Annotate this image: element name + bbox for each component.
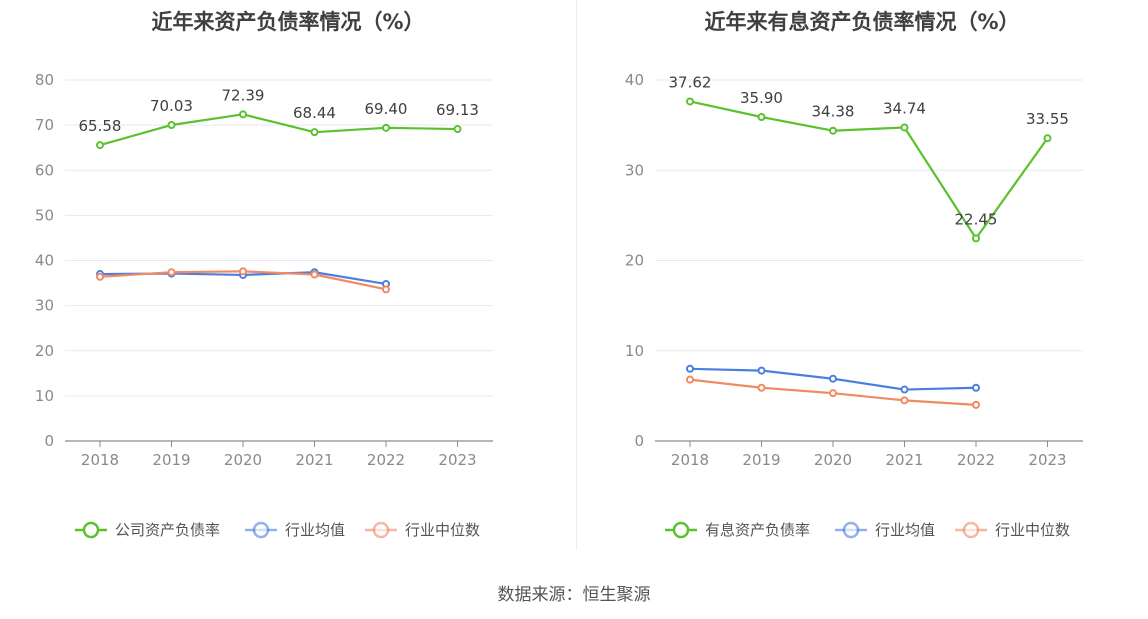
left-x-tick-label: 2021 xyxy=(295,451,333,469)
right-data-label: 33.55 xyxy=(1026,110,1069,128)
right-legend-label: 行业均值 xyxy=(875,521,935,539)
left-series-line-0 xyxy=(99,113,458,147)
left-y-tick-label: 40 xyxy=(35,252,54,270)
right-series-point-1 xyxy=(757,366,766,375)
right-series-point-2 xyxy=(900,396,909,405)
right-x-tick-label: 2019 xyxy=(742,451,780,469)
right-series-point-2 xyxy=(686,375,694,384)
left-legend-label: 行业均值 xyxy=(285,521,345,539)
left-legend-marker-icon xyxy=(372,521,390,539)
left-y-tick-label: 0 xyxy=(44,432,54,450)
right-legend-item-1: 行业均值 xyxy=(835,521,935,539)
left-legend-marker-icon xyxy=(82,521,100,539)
right-x-tick-label: 2021 xyxy=(885,451,923,469)
right-series-point-0 xyxy=(686,97,694,106)
left-y-tick-label: 70 xyxy=(35,116,54,134)
chart-divider xyxy=(576,0,577,550)
right-chart-title: 近年来有息资产负债率情况（%） xyxy=(704,10,1020,34)
right-legend-marker-icon xyxy=(672,521,690,539)
left-legend-item-0: 公司资产负债率 xyxy=(75,521,220,539)
right-legend-label: 有息资产负债率 xyxy=(705,521,810,539)
left-data-label: 70.03 xyxy=(150,97,193,115)
right-chart: 0 10 20 30 40 2018 2019 2020 2021 2022 2023 37.62 35… xyxy=(625,71,1083,539)
left-series-point-0 xyxy=(96,141,104,150)
left-series-point-2 xyxy=(167,268,176,277)
left-chart-title: 近年来资产负债率情况（%） xyxy=(151,10,425,34)
right-series-point-1 xyxy=(686,364,694,373)
left-y-tick-label: 20 xyxy=(35,342,54,360)
right-y-tick-label: 20 xyxy=(625,252,644,270)
right-data-label: 22.45 xyxy=(955,210,998,228)
left-series-point-2 xyxy=(310,270,319,279)
right-series-point-0 xyxy=(900,123,909,132)
right-series-point-1 xyxy=(972,383,980,392)
left-x-tick-label: 2020 xyxy=(224,451,262,469)
right-series-point-0 xyxy=(829,126,837,135)
right-series-point-2 xyxy=(972,400,980,409)
left-series-point-2 xyxy=(382,285,390,294)
left-series-point-0 xyxy=(167,120,176,129)
right-series-point-1 xyxy=(900,385,909,394)
left-legend-item-1: 行业均值 xyxy=(245,521,345,539)
left-y-tick-label: 10 xyxy=(35,387,54,405)
left-y-tick-label: 50 xyxy=(35,206,54,224)
right-series-point-0 xyxy=(1043,134,1052,143)
right-legend-item-2: 行业中位数 xyxy=(955,521,1070,539)
data-source-note: 数据来源：恒生聚源 xyxy=(497,585,651,605)
right-series-point-1 xyxy=(829,374,837,383)
left-legend-label: 行业中位数 xyxy=(405,521,480,539)
right-data-label: 35.90 xyxy=(740,89,783,107)
left-chart: 0 10 20 30 40 50 60 70 80 2018 2019 2020 2021 2022 202… xyxy=(35,71,493,539)
left-x-tick-label: 2018 xyxy=(81,451,119,469)
right-x-tick-label: 2018 xyxy=(671,451,709,469)
left-series-point-2 xyxy=(239,267,247,276)
left-data-label: 69.40 xyxy=(365,100,408,118)
left-series-point-0 xyxy=(310,128,319,137)
right-x-tick-label: 2023 xyxy=(1028,451,1066,469)
right-y-tick-label: 40 xyxy=(625,71,644,89)
left-x-tick-label: 2023 xyxy=(438,451,476,469)
left-y-tick-label: 60 xyxy=(35,161,54,179)
right-data-label: 34.38 xyxy=(812,103,855,121)
right-data-label: 37.62 xyxy=(669,73,712,91)
right-x-tick-label: 2020 xyxy=(814,451,852,469)
left-y-tick-label: 30 xyxy=(35,297,54,315)
right-legend-item-0: 有息资产负债率 xyxy=(665,521,810,539)
right-y-tick-label: 30 xyxy=(625,161,644,179)
left-data-label: 65.58 xyxy=(79,117,122,135)
left-legend-item-2: 行业中位数 xyxy=(365,521,480,539)
left-data-label: 68.44 xyxy=(293,104,336,122)
left-data-label: 69.13 xyxy=(436,101,479,119)
left-legend-marker-icon xyxy=(252,521,270,539)
left-series-point-0 xyxy=(453,125,462,134)
left-series-point-0 xyxy=(382,123,390,132)
left-series-point-2 xyxy=(96,272,104,281)
right-y-tick-label: 0 xyxy=(634,432,644,450)
right-series-point-0 xyxy=(972,234,980,243)
left-x-tick-label: 2019 xyxy=(152,451,190,469)
right-legend-marker-icon xyxy=(962,521,980,539)
right-series-point-0 xyxy=(757,113,766,122)
left-series-point-0 xyxy=(239,110,247,119)
right-legend-marker-icon xyxy=(842,521,860,539)
right-series-line-0 xyxy=(689,100,1049,240)
left-y-tick-label: 80 xyxy=(35,71,54,89)
right-x-tick-label: 2022 xyxy=(957,451,995,469)
right-data-label: 34.74 xyxy=(883,99,926,117)
right-series-point-2 xyxy=(757,383,766,392)
right-y-tick-label: 10 xyxy=(625,342,644,360)
left-data-label: 72.39 xyxy=(222,86,265,104)
left-x-tick-label: 2022 xyxy=(367,451,405,469)
left-legend-label: 公司资产负债率 xyxy=(115,521,220,539)
right-legend-label: 行业中位数 xyxy=(995,521,1070,539)
right-series-point-2 xyxy=(829,389,837,398)
